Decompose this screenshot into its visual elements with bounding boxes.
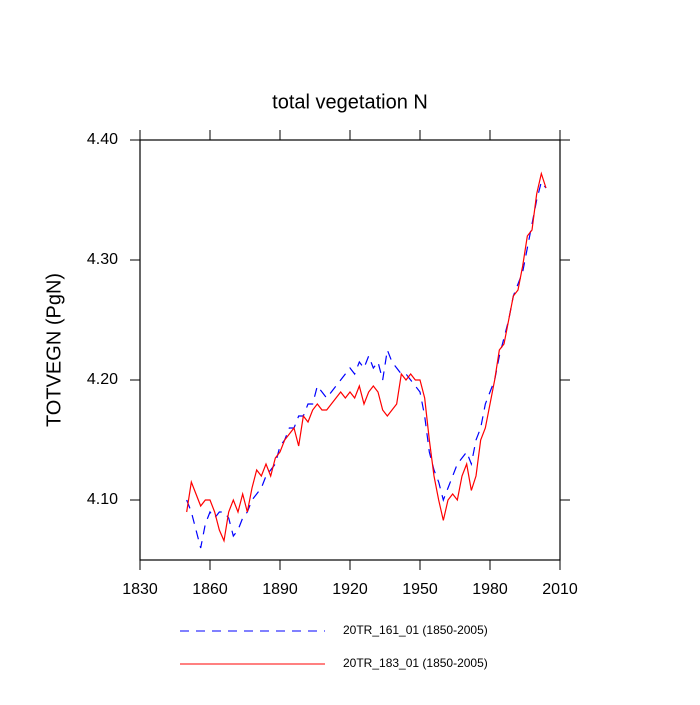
y-tick-label: 4.20 xyxy=(87,371,118,388)
y-axis-label: TOTVEGN (PgN) xyxy=(43,273,65,427)
chart-title: total vegetation N xyxy=(272,91,428,113)
x-tick-label: 1890 xyxy=(262,581,298,598)
legend-label: 20TR_161_01 (1850-2005) xyxy=(343,623,488,637)
x-tick-label: 1950 xyxy=(402,581,438,598)
data-line xyxy=(186,180,547,549)
y-tick-label: 4.10 xyxy=(87,491,118,508)
x-tick-label: 1920 xyxy=(332,581,368,598)
y-tick-label: 4.30 xyxy=(87,251,118,268)
x-tick-label: 2010 xyxy=(542,581,578,598)
legend-label: 20TR_183_01 (1850-2005) xyxy=(343,656,488,670)
data-line xyxy=(186,171,547,543)
x-tick-label: 1830 xyxy=(122,581,158,598)
x-tick-label: 1980 xyxy=(472,581,508,598)
x-tick-label: 1860 xyxy=(192,581,228,598)
y-tick-label: 4.40 xyxy=(87,131,118,148)
